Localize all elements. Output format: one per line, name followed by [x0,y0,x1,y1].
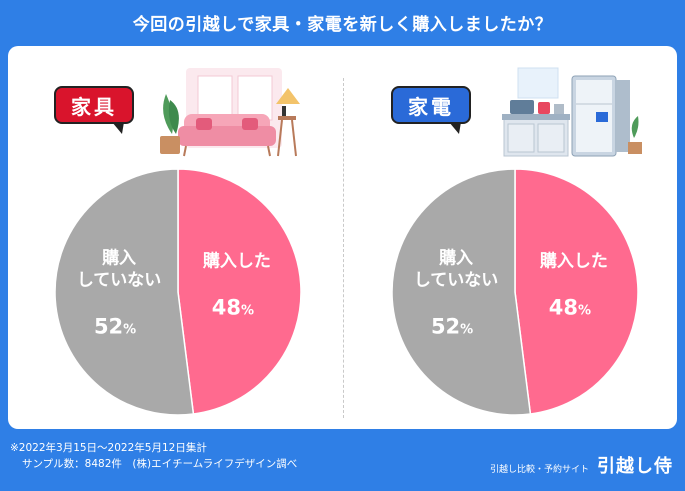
pie-slice-not-bought [391,168,532,416]
pie-unit: % [578,303,591,318]
pie-slice-label: していない [414,271,499,291]
brand-tagline: 引越し比較・予約サイト [489,465,589,475]
sample-size: サンプル数：8482件 (株)エイチームライフデザイン調べ [22,458,298,470]
pie-slice-label: していない [77,271,162,291]
brand-logo: 引越し侍 [597,456,673,477]
pie-slice-bought [514,168,639,415]
sofa-illustration [160,68,300,157]
footer-notes: ※2022年3月15日～2022年5月12日集計 サンプル数：8482件 (株)… [10,440,297,472]
divider [343,78,344,418]
pie-slice-label: 購入 [102,248,136,269]
pie-slice-label: 購入 [439,248,473,269]
page-title: 今回の引越しで家具・家電を新しく購入しましたか？ [132,14,553,35]
furniture-tag: 家具 [54,86,134,134]
kitchen-illustration [502,67,642,157]
pie-slice-label: 購入した [540,250,608,271]
survey-period: ※2022年3月15日～2022年5月12日集計 [10,442,207,454]
appliance-tag: 家電 [391,86,471,134]
pie-unit: % [460,323,473,338]
footer-brand: 引越し比較・予約サイト 引越し侍 [490,452,673,478]
pie-slice-bought [177,168,302,415]
pie-unit: % [123,323,136,338]
pie-slice-not-bought [54,168,195,416]
pie-unit: % [241,303,254,318]
pie-slice-label: 購入した [203,250,271,271]
